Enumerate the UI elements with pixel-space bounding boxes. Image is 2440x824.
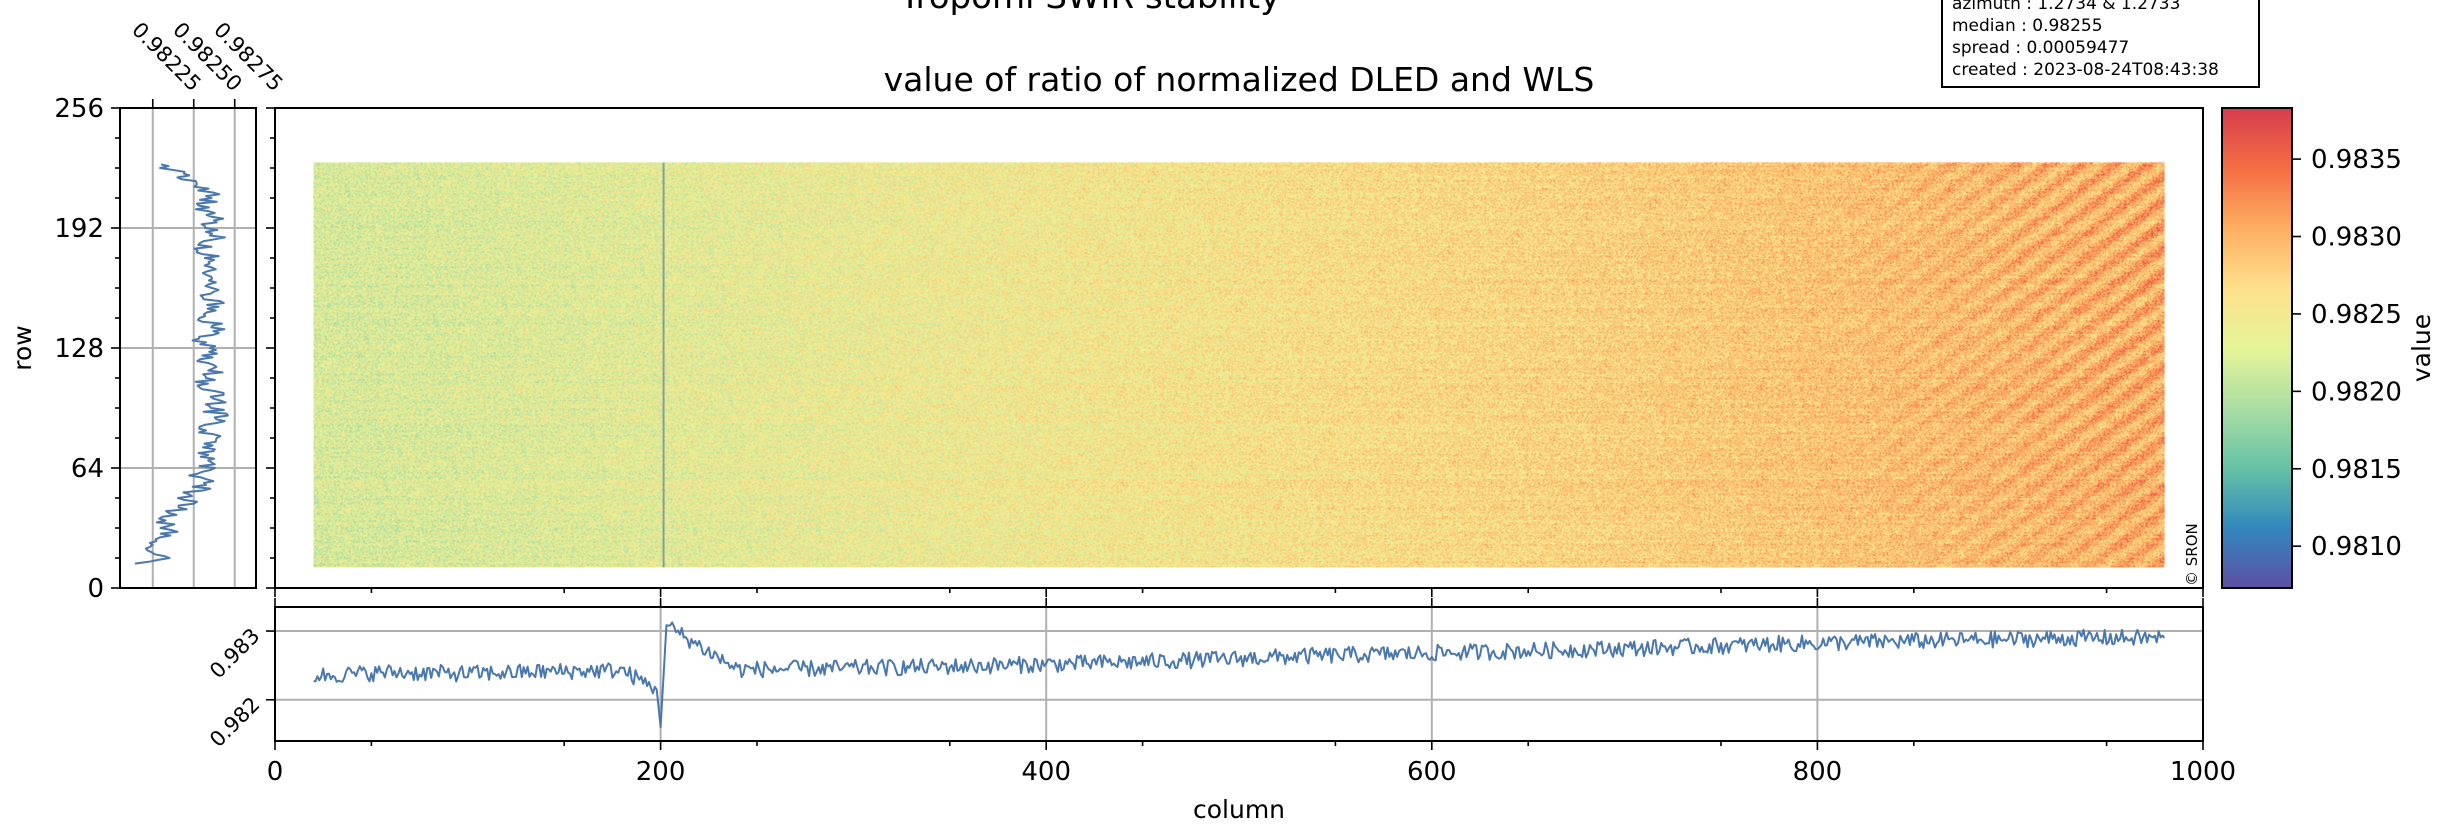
row-profile-grid (120, 108, 256, 588)
copyright-watermark: © SRON (2183, 523, 2201, 586)
info-azimuth: azimuth : 1.2734 & 1.2733 (1952, 0, 2180, 14)
row-axis-label: row (8, 325, 37, 370)
colorbar-tick-label: 0.9820 (2311, 377, 2402, 407)
column-tick-label: 200 (636, 757, 686, 787)
row-profile-line (134, 163, 229, 565)
colorbar-label: value (2407, 314, 2436, 382)
info-box: azimuth : 1.2734 & 1.2733 median : 0.982… (1941, 0, 2260, 88)
column-tick-label: 0 (267, 757, 284, 787)
colorbar-tick-label: 0.9825 (2311, 300, 2402, 330)
info-spread: spread : 0.00059477 (1952, 38, 2129, 58)
colorbar-tick-label: 0.9810 (2311, 532, 2402, 562)
colorbar-tick-label: 0.9830 (2311, 223, 2402, 253)
colorbar-tick-label: 0.9815 (2311, 455, 2402, 485)
column-profile-ytick-label: 0.982 (205, 692, 264, 751)
colorbar-tick-label: 0.9835 (2311, 145, 2402, 175)
column-tick-label: 1000 (2170, 757, 2236, 787)
column-tick-label: 400 (1021, 757, 1071, 787)
column-profile-frame (274, 606, 2204, 742)
info-created: created : 2023-08-24T08:43:38 (1952, 60, 2219, 80)
heatmap-image (313, 162, 2165, 568)
column-profile-grid (275, 607, 2203, 741)
figure-title: Tropomi SWIR stability (899, 0, 1280, 17)
colorbar-ticks: 0.9810 0.9815 0.9820 0.9825 0.9830 0.9835 (2292, 145, 2402, 562)
row-tick-label: 0 (87, 574, 104, 604)
heatmap-title: value of ratio of normalized DLED and WL… (884, 60, 1595, 99)
heatmap-axis-ticks (266, 107, 2204, 597)
column-axis-label: column (1193, 795, 1285, 824)
row-tick-label: 192 (54, 214, 104, 244)
column-tick-label: 600 (1407, 757, 1457, 787)
info-median: median : 0.98255 (1952, 16, 2103, 36)
row-tick-label: 128 (54, 334, 104, 364)
column-tick-label: 800 (1793, 757, 1843, 787)
column-profile-ytick-label: 0.983 (205, 624, 264, 683)
row-tick-label: 256 (54, 94, 104, 124)
column-profile-line (313, 621, 2166, 729)
column-profile-ticks: 0.982 0.983 0 200 400 600 800 1000 (205, 598, 2236, 787)
row-tick-label: 64 (71, 454, 104, 484)
colorbar (2221, 107, 2293, 589)
